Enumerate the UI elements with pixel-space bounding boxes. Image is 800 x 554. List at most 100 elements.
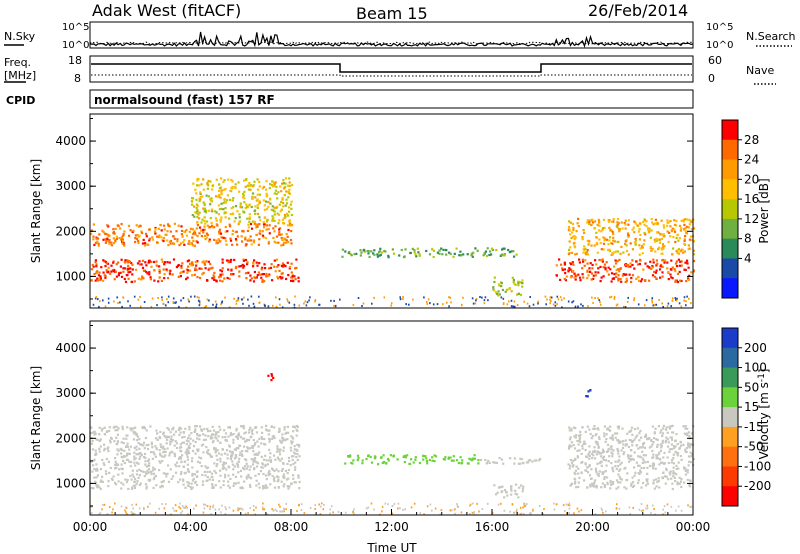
- heatmap-cell: [617, 481, 620, 484]
- heatmap-cell: [688, 435, 691, 438]
- heatmap-cell: [290, 455, 294, 458]
- heatmap-cell: [453, 252, 456, 255]
- heatmap-cell: [118, 272, 121, 275]
- heatmap-cell: [658, 241, 661, 244]
- heatmap-cell: [97, 274, 101, 277]
- heatmap-cell: [523, 300, 525, 303]
- heatmap-cell: [675, 467, 678, 471]
- heatmap-cell: [598, 224, 601, 227]
- heatmap-cell: [611, 252, 614, 255]
- heatmap-cell: [596, 243, 599, 246]
- heatmap-cell: [137, 476, 140, 479]
- heatmap-cell: [404, 508, 406, 511]
- heatmap-cell: [224, 439, 227, 442]
- heatmap-cell: [287, 468, 290, 472]
- heatmap-cell: [658, 268, 662, 271]
- heatmap-cell: [424, 455, 427, 458]
- heatmap-cell: [677, 239, 680, 242]
- heatmap-cell: [240, 507, 243, 510]
- heatmap-cell: [215, 219, 218, 222]
- heatmap-cell: [161, 296, 163, 299]
- heatmap-cell: [600, 460, 603, 463]
- heatmap-cell: [451, 509, 453, 512]
- heatmap-cell: [99, 511, 102, 514]
- heatmap-cell: [434, 455, 438, 458]
- heatmap-cell: [652, 479, 655, 482]
- heatmap-cell: [215, 195, 218, 198]
- velocity-heatmap: [90, 373, 695, 516]
- heatmap-cell: [288, 210, 291, 213]
- heatmap-cell: [175, 230, 178, 233]
- heatmap-cell: [177, 481, 180, 484]
- heatmap-cell: [584, 430, 587, 433]
- heatmap-cell: [208, 226, 212, 229]
- heatmap-cell: [271, 279, 274, 282]
- heatmap-cell: [284, 186, 287, 189]
- heatmap-cell: [230, 269, 233, 272]
- heatmap-cell: [203, 428, 206, 431]
- heatmap-cell: [249, 188, 252, 191]
- heatmap-cell: [180, 512, 182, 515]
- heatmap-cell: [256, 204, 259, 207]
- heatmap-cell: [198, 456, 201, 459]
- heatmap-cell: [254, 460, 257, 463]
- heatmap-cell: [250, 435, 253, 438]
- heatmap-cell: [272, 454, 276, 457]
- heatmap-cell: [266, 208, 269, 211]
- heatmap-cell: [275, 185, 278, 189]
- heatmap-cell: [152, 486, 155, 489]
- heatmap-cell: [104, 238, 107, 241]
- heatmap-cell: [229, 239, 233, 242]
- heatmap-cell: [112, 475, 115, 478]
- velocity-label-end: ]: [757, 369, 771, 374]
- heatmap-cell: [229, 477, 232, 480]
- heatmap-cell: [631, 457, 634, 461]
- heatmap-cell: [564, 272, 567, 275]
- heatmap-cell: [509, 457, 512, 460]
- heatmap-cell: [187, 298, 189, 301]
- heatmap-cell: [256, 440, 259, 443]
- heatmap-cell: [98, 447, 101, 450]
- nsky-label: N.Sky: [4, 30, 36, 43]
- heatmap-cell: [616, 226, 619, 229]
- heatmap-cell: [593, 449, 596, 452]
- heatmap-cell: [105, 239, 108, 243]
- heatmap-cell: [285, 277, 288, 281]
- heatmap-cell: [109, 439, 112, 442]
- heatmap-cell: [625, 244, 628, 247]
- heatmap-cell: [653, 432, 656, 435]
- heatmap-cell: [688, 274, 691, 277]
- heatmap-cell: [292, 425, 295, 428]
- heatmap-cell: [94, 279, 97, 282]
- heatmap-cell: [282, 241, 286, 244]
- heatmap-cell: [206, 182, 209, 185]
- heatmap-cell: [636, 481, 640, 485]
- heatmap-cell: [638, 228, 641, 231]
- heatmap-cell: [673, 228, 676, 231]
- heatmap-cell: [575, 274, 579, 277]
- heatmap-cell: [139, 443, 142, 446]
- heatmap-cell: [227, 484, 230, 487]
- heatmap-cell: [95, 463, 98, 466]
- heatmap-cell: [434, 507, 437, 510]
- heatmap-cell: [132, 427, 135, 430]
- heatmap-cell: [285, 190, 288, 193]
- heatmap-cell: [624, 242, 627, 245]
- heatmap-cell: [166, 298, 168, 301]
- heatmap-cell: [690, 228, 693, 231]
- heatmap-cell: [222, 201, 225, 204]
- heatmap-cell: [609, 236, 612, 239]
- heatmap-cell: [136, 262, 140, 265]
- heatmap-cell: [399, 507, 401, 510]
- heatmap-cell: [569, 233, 572, 236]
- heatmap-cell: [176, 461, 179, 464]
- heatmap-cell: [631, 259, 634, 262]
- heatmap-cell: [263, 223, 266, 226]
- heatmap-cell: [191, 274, 194, 277]
- heatmap-cell: [96, 270, 99, 273]
- heatmap-cell: [574, 253, 577, 256]
- heatmap-cell: [282, 473, 286, 476]
- heatmap-cell: [652, 441, 655, 444]
- heatmap-cell: [619, 440, 623, 443]
- heatmap-cell: [640, 446, 643, 449]
